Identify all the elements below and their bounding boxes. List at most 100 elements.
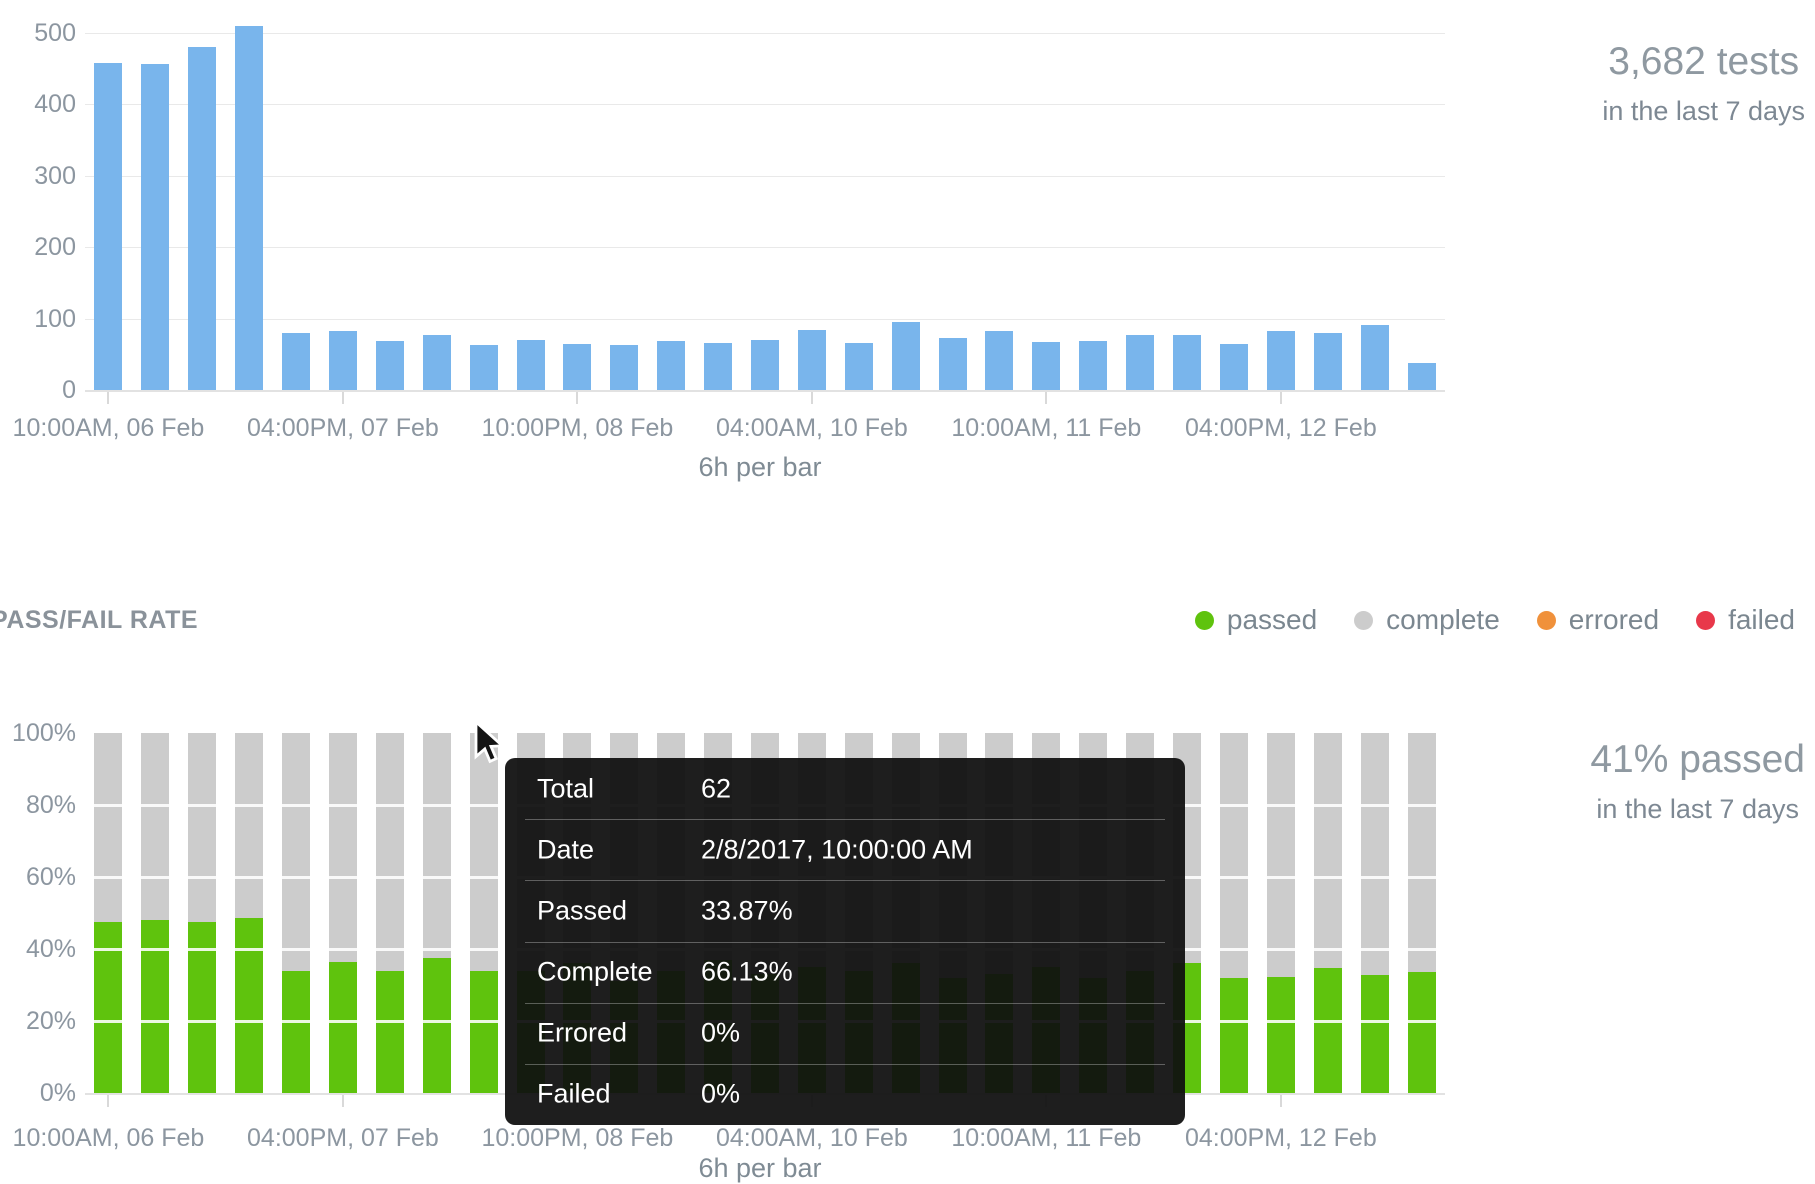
legend-item-complete[interactable]: complete <box>1354 604 1500 636</box>
complete-bar-segment[interactable] <box>328 733 357 962</box>
tooltip-separator <box>525 1063 1165 1065</box>
passed-bar-segment[interactable] <box>469 971 498 1093</box>
tooltip-row-value: 2/8/2017, 10:00:00 AM <box>701 834 973 865</box>
test-count-bar[interactable] <box>1360 325 1389 390</box>
tooltip-row-label: Failed <box>537 1078 611 1109</box>
test-count-bar[interactable] <box>891 322 920 390</box>
test-count-bar[interactable] <box>235 25 264 390</box>
test-count-bar[interactable] <box>516 340 545 390</box>
test-count-bar[interactable] <box>94 62 123 390</box>
x-axis-tick <box>576 392 579 404</box>
legend-item-failed[interactable]: failed <box>1696 604 1795 636</box>
complete-bar-segment[interactable] <box>422 733 451 958</box>
complete-bar-segment[interactable] <box>375 733 404 971</box>
test-count-bar[interactable] <box>751 340 779 390</box>
passed-bar-segment[interactable] <box>1407 972 1436 1093</box>
tooltip-row: Passed 33.87% <box>505 880 1185 941</box>
test-count-bar[interactable] <box>1219 344 1248 390</box>
x-axis-tick-label: 04:00PM, 12 Feb <box>1184 1124 1377 1152</box>
tests-summary: 3,682 tests in the last 7 days <box>1602 40 1805 126</box>
test-count-bar[interactable] <box>704 342 733 390</box>
complete-bar-segment[interactable] <box>188 733 217 922</box>
test-count-bar[interactable] <box>1266 331 1295 390</box>
test-count-bar[interactable] <box>1126 335 1155 390</box>
complete-bar-segment[interactable] <box>1266 733 1295 978</box>
gridline <box>85 33 1445 34</box>
x-axis-tick <box>1279 1095 1282 1107</box>
tooltip-row-value: 0% <box>701 1017 741 1048</box>
y-axis-tick-label: 0 <box>62 376 76 404</box>
complete-bar-segment[interactable] <box>282 733 311 971</box>
x-axis-tick-label: 04:00PM, 07 Feb <box>247 414 439 442</box>
test-count-bar[interactable] <box>1407 362 1436 390</box>
y-axis-tick-label: 300 <box>34 161 76 190</box>
legend-item-errored[interactable]: errored <box>1536 604 1659 636</box>
complete-bar-segment[interactable] <box>1360 733 1389 975</box>
test-count-bar[interactable] <box>188 47 217 390</box>
passed-bar-segment[interactable] <box>422 958 451 1093</box>
test-count-bar[interactable] <box>328 330 357 390</box>
test-count-bar[interactable] <box>1079 340 1108 390</box>
complete-bar-segment[interactable] <box>94 733 123 922</box>
tooltip-row-label: Date <box>537 834 595 865</box>
passed-bar-segment[interactable] <box>1219 978 1248 1093</box>
passed-bar-segment[interactable] <box>1360 974 1389 1093</box>
test-count-bar[interactable] <box>141 64 170 390</box>
x-axis-tick-label: 10:00PM, 08 Feb <box>481 1124 674 1152</box>
x-axis-tick-label: 04:00PM, 12 Feb <box>1184 414 1377 442</box>
test-count-bar[interactable] <box>797 330 826 390</box>
mouse-cursor <box>468 718 512 773</box>
complete-bar-segment[interactable] <box>235 733 264 919</box>
passed-summary-value: 41% passed <box>1590 738 1805 781</box>
tests-summary-value: 3,682 tests <box>1608 40 1800 83</box>
legend-label: failed <box>1728 604 1795 635</box>
y-axis-tick-label: 40% <box>25 935 76 963</box>
passed-bar-segment[interactable] <box>1266 977 1295 1093</box>
test-count-bar[interactable] <box>375 341 404 390</box>
complete-bar-segment[interactable] <box>141 733 170 921</box>
test-count-bar[interactable] <box>657 341 686 390</box>
passed-bar-segment[interactable] <box>375 970 404 1093</box>
passed-bar-segment[interactable] <box>235 918 264 1093</box>
complete-bar-segment[interactable] <box>1407 733 1436 973</box>
test-count-bar[interactable] <box>422 335 451 390</box>
y-axis-tick-label: 200 <box>34 233 76 262</box>
legend: passed complete errored failed <box>1194 604 1795 636</box>
x-axis-tick <box>341 392 344 404</box>
tooltip-row: Failed 0% <box>505 1064 1185 1125</box>
passed-bar-segment[interactable] <box>282 970 311 1093</box>
test-count-bar[interactable] <box>985 330 1014 390</box>
passed-summary: 41% passed in the last 7 days <box>1590 738 1805 824</box>
passed-bar-segment[interactable] <box>1313 968 1342 1093</box>
tooltip-row: Complete 66.13% <box>505 942 1185 1003</box>
bar-interval-caption: 6h per bar <box>698 452 822 482</box>
complete-bar-segment[interactable] <box>1313 733 1342 969</box>
legend-item-passed[interactable]: passed <box>1194 604 1317 636</box>
complete-bar-segment[interactable] <box>469 733 498 972</box>
test-count-bar[interactable] <box>610 345 639 390</box>
tooltip-row-label: Total <box>537 773 595 804</box>
y-axis-tick-label: 0% <box>39 1079 76 1107</box>
complete-bar-segment[interactable] <box>1219 733 1248 979</box>
passed-bar-segment[interactable] <box>141 920 170 1093</box>
tooltip-row-label: Errored <box>537 1017 628 1048</box>
x-axis-line <box>85 390 1445 392</box>
x-axis-tick-label: 04:00AM, 10 Feb <box>715 1124 908 1152</box>
passed-bar-segment[interactable] <box>328 961 357 1093</box>
y-axis-tick-label: 80% <box>25 791 76 819</box>
x-axis-tick-label: 10:00AM, 11 Feb <box>951 1124 1142 1152</box>
x-axis-tick <box>341 1095 344 1107</box>
tooltip-separator <box>525 941 1165 943</box>
pass-fail-rate-header: PASS/FAIL RATE <box>0 606 199 634</box>
test-count-bar[interactable] <box>1032 342 1061 390</box>
test-count-bar[interactable] <box>1173 335 1202 390</box>
test-count-bar[interactable] <box>563 343 592 390</box>
x-axis-tick-label: 04:00PM, 07 Feb <box>247 1124 439 1152</box>
test-count-bar[interactable] <box>844 342 873 390</box>
gridline <box>85 318 1445 320</box>
test-count-bar[interactable] <box>938 337 967 390</box>
test-count-bar[interactable] <box>469 345 498 390</box>
test-count-bar[interactable] <box>282 332 311 390</box>
test-count-bar[interactable] <box>1313 332 1342 390</box>
errored-legend-dot-icon <box>1536 610 1556 630</box>
